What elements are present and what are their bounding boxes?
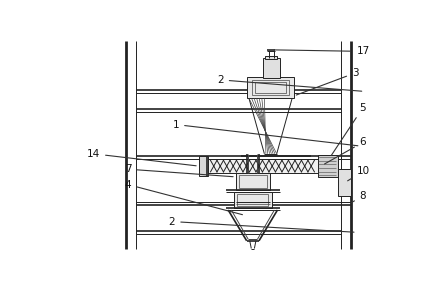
Text: 10: 10 [348, 166, 369, 181]
Text: 8: 8 [351, 191, 366, 203]
Text: 4: 4 [125, 180, 242, 215]
Text: 6: 6 [325, 137, 366, 164]
Bar [239, 174, 267, 189]
Bar [236, 173, 270, 190]
Bar [199, 156, 208, 176]
Text: 5: 5 [331, 102, 366, 155]
Bar [206, 159, 338, 173]
Text: 2: 2 [217, 75, 362, 91]
Text: 2: 2 [169, 217, 354, 232]
Bar [318, 155, 338, 177]
Bar [248, 77, 294, 98]
Bar [233, 192, 272, 208]
Text: 1: 1 [172, 119, 358, 146]
Bar [252, 80, 289, 95]
Text: 17: 17 [274, 46, 369, 56]
Text: 14: 14 [87, 149, 196, 166]
Bar [263, 57, 280, 77]
Bar [237, 194, 268, 206]
Text: 3: 3 [296, 68, 358, 95]
Bar [338, 169, 351, 196]
Bar [265, 56, 277, 59]
Text: 7: 7 [125, 164, 233, 177]
Bar [255, 82, 286, 93]
